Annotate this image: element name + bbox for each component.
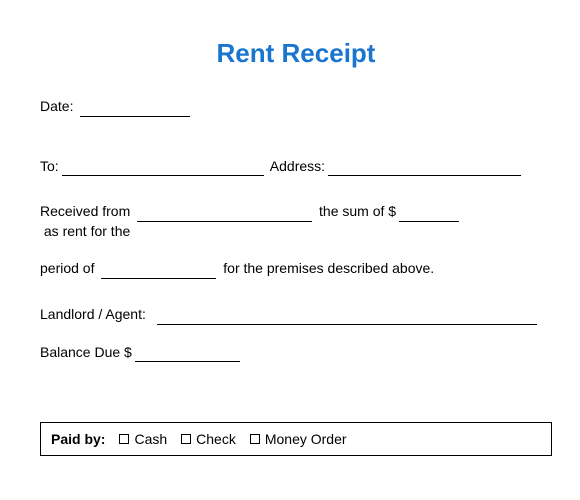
paid-option-cash[interactable]: Cash <box>119 431 167 447</box>
address-label: Address: <box>267 157 325 177</box>
address-field[interactable] <box>328 162 521 176</box>
paid-by-box: Paid by: Cash Check Money Order <box>40 422 552 456</box>
checkbox-icon <box>250 434 260 444</box>
checkbox-icon <box>181 434 191 444</box>
balance-label: Balance Due $ <box>40 343 132 363</box>
paid-option-label: Cash <box>134 431 167 447</box>
to-label: To: <box>40 157 59 177</box>
balance-row: Balance Due $ <box>40 343 552 363</box>
received-post: as rent for the <box>40 222 130 242</box>
landlord-row: Landlord / Agent: <box>40 305 552 325</box>
paid-option-money-order[interactable]: Money Order <box>250 431 347 447</box>
checkbox-icon <box>119 434 129 444</box>
page-title: Rent Receipt <box>40 38 552 69</box>
date-row: Date: <box>40 97 552 117</box>
paid-option-check[interactable]: Check <box>181 431 236 447</box>
received-row: Received from the sum of $ as rent for t… <box>40 202 552 241</box>
received-pre: Received from <box>40 202 134 222</box>
period-field[interactable] <box>101 265 216 279</box>
period-pre: period of <box>40 259 98 279</box>
received-from-field[interactable] <box>137 208 312 222</box>
received-mid: the sum of $ <box>315 202 396 222</box>
paid-by-label: Paid by: <box>51 431 105 447</box>
period-row: period of for the premises described abo… <box>40 259 552 279</box>
landlord-field[interactable] <box>157 311 537 325</box>
paid-option-label: Check <box>196 431 236 447</box>
paid-option-label: Money Order <box>265 431 347 447</box>
to-address-row: To: Address: <box>40 157 552 177</box>
date-label: Date: <box>40 97 77 117</box>
landlord-label: Landlord / Agent: <box>40 305 154 325</box>
to-field[interactable] <box>62 162 264 176</box>
period-post: for the premises described above. <box>219 259 434 279</box>
receipt-page: Rent Receipt Date: To: Address: Received… <box>0 0 580 500</box>
balance-field[interactable] <box>135 348 240 362</box>
sum-field[interactable] <box>399 208 459 222</box>
date-field[interactable] <box>80 103 190 117</box>
